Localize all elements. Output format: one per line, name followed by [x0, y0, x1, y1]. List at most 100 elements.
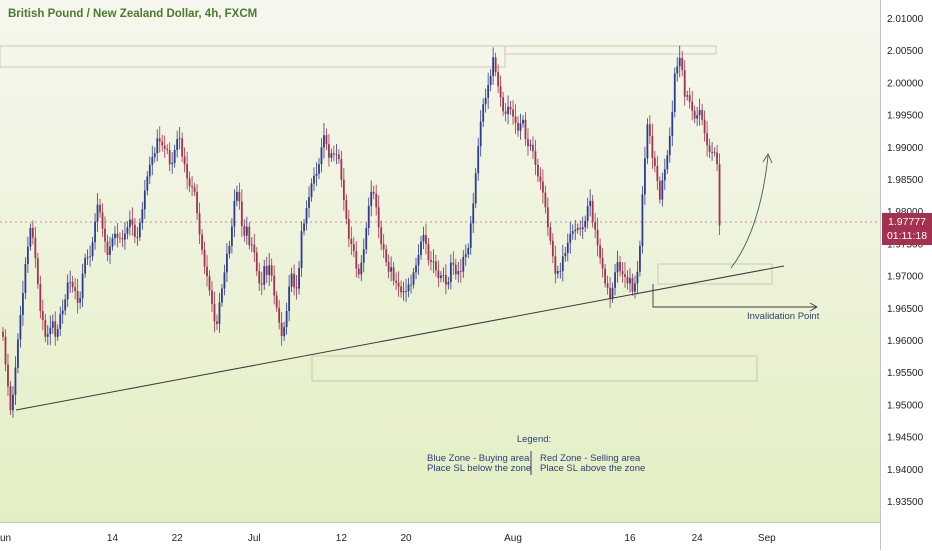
- candle-body: [198, 213, 201, 235]
- plot-area[interactable]: [0, 0, 880, 522]
- candle-body: [278, 307, 281, 323]
- x-tick-label: 20: [400, 533, 412, 544]
- candle-body: [263, 265, 266, 285]
- candle-body: [352, 244, 355, 252]
- candle-body: [337, 154, 340, 160]
- candle-body: [124, 233, 126, 240]
- candle-body: [624, 274, 626, 277]
- candle-body: [400, 286, 402, 293]
- candle-body: [676, 66, 679, 74]
- candle-body: [333, 153, 335, 155]
- red-zone-line1: Red Zone - Selling area: [540, 453, 641, 464]
- candle-body: [76, 291, 79, 303]
- x-axis-ticks: Jun 14 22 Jul 12 20 Aug 16 24 Sep: [0, 533, 776, 544]
- candle-body: [663, 169, 666, 181]
- candle-body: [686, 95, 689, 97]
- candle-body: [104, 228, 106, 242]
- candle-body: [166, 148, 169, 151]
- candle-body: [59, 314, 62, 330]
- candle-body: [614, 272, 616, 288]
- candle-body: [99, 204, 101, 213]
- candle-body: [711, 151, 713, 153]
- candle-body: [596, 229, 599, 246]
- candle-body: [138, 222, 141, 237]
- candle-body: [693, 110, 696, 119]
- candle-body: [430, 260, 432, 263]
- candle-body: [31, 227, 34, 238]
- candle-body: [489, 75, 492, 85]
- candle-body: [382, 244, 385, 250]
- candle-body: [646, 124, 649, 159]
- candle-body: [551, 240, 554, 257]
- candle-body: [89, 256, 91, 258]
- candle-body: [203, 249, 206, 267]
- candle-body: [716, 152, 718, 165]
- candle-body: [484, 97, 487, 105]
- candle-body: [128, 219, 131, 228]
- candle-body: [586, 206, 589, 221]
- candle-body: [564, 253, 567, 257]
- candle-body: [706, 133, 709, 146]
- time-axis[interactable]: [0, 522, 880, 551]
- candle-body: [39, 283, 42, 312]
- candle-body: [631, 278, 634, 292]
- candle-body: [698, 110, 701, 116]
- blue-zone-line2: Place SL below the zone: [427, 463, 531, 474]
- x-tick-label: Jul: [248, 533, 261, 544]
- candle-body: [639, 245, 641, 272]
- candle-body: [392, 267, 395, 281]
- candle-body: [71, 282, 74, 288]
- candle-body: [527, 139, 529, 147]
- candle-body: [171, 162, 174, 165]
- x-tick-label: Aug: [504, 533, 522, 544]
- candle-body: [653, 157, 656, 167]
- candle-body: [656, 166, 659, 181]
- x-tick-label: 24: [692, 533, 704, 544]
- x-tick-label: 14: [107, 533, 119, 544]
- candle-body: [288, 286, 291, 312]
- candle-body: [385, 249, 388, 263]
- candle-body: [51, 321, 54, 328]
- candle-body: [213, 303, 216, 322]
- candle-body: [534, 151, 537, 165]
- price-badge-value: 1.97777: [888, 216, 926, 228]
- candle-body: [541, 181, 544, 193]
- candle-body: [49, 327, 52, 335]
- candle-body: [4, 336, 7, 365]
- candle-body: [390, 267, 393, 272]
- y-tick-label: 1.98000: [887, 207, 924, 218]
- candle-body: [462, 256, 465, 272]
- candle-body: [452, 262, 455, 265]
- candle-body: [206, 266, 208, 277]
- candle-body: [226, 253, 228, 273]
- candle-body: [347, 218, 350, 239]
- candle-body: [260, 283, 263, 285]
- candle-body: [176, 139, 179, 151]
- candle-body: [218, 302, 221, 324]
- candle-body: [467, 247, 470, 255]
- candle-body: [648, 124, 651, 136]
- candle-body: [519, 123, 522, 131]
- candle-body: [308, 197, 310, 208]
- candle-body: [407, 284, 410, 292]
- candle-body: [539, 176, 542, 182]
- candle-body: [84, 258, 87, 274]
- candle-body: [556, 271, 559, 274]
- y-tick-label: 1.99500: [887, 111, 924, 122]
- candle-body: [522, 119, 524, 124]
- candle-body: [153, 153, 156, 158]
- candle-body: [579, 227, 582, 230]
- candle-body: [116, 233, 119, 238]
- candle-body: [275, 295, 278, 308]
- candle-body: [245, 226, 248, 236]
- price-axis[interactable]: [880, 0, 932, 550]
- resistance-zone-left: [0, 45, 506, 68]
- candle-body: [524, 119, 527, 140]
- candle-body: [641, 194, 644, 246]
- candle-body: [273, 275, 276, 296]
- candle-body: [479, 121, 482, 147]
- candle-body: [79, 298, 82, 303]
- candle-body: [380, 227, 383, 245]
